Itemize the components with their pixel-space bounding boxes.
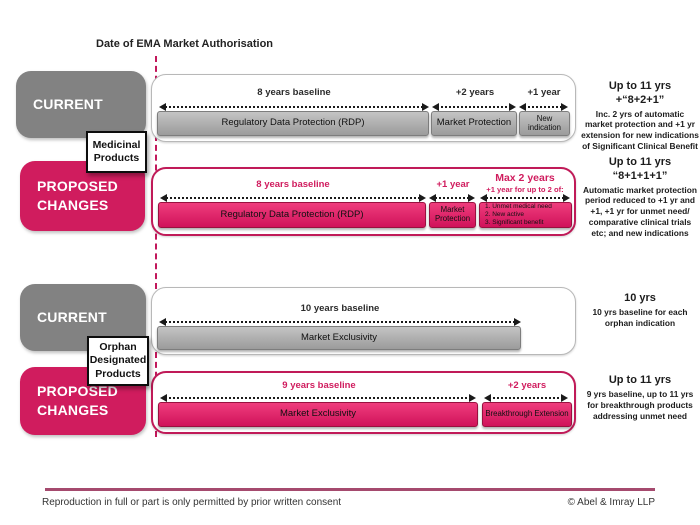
note-body: Automatic market protection period reduc… bbox=[582, 184, 697, 239]
criteria-item: 1. Unmet medical need bbox=[485, 203, 552, 210]
footer-copyright-notice: Reproduction in full or part is only per… bbox=[42, 497, 342, 508]
breakthrough-duration-label: +2 years bbox=[507, 380, 547, 391]
medicinal-current-note: Up to 11 yrs +“8+2+1” Inc. 2 yrs of auto… bbox=[581, 80, 699, 152]
orphan-current-note: 10 yrs 10 yrs baseline for each orphan i… bbox=[581, 292, 699, 329]
medicinal-products-group-label: Medicinal Products bbox=[86, 131, 147, 173]
footer-rule bbox=[45, 488, 655, 491]
market-protection-duration-label: +1 year bbox=[436, 179, 470, 190]
rdp-bar: Regulatory Data Protection (RDP) bbox=[158, 202, 426, 228]
baseline-span-arrow-icon bbox=[160, 394, 476, 402]
orphan-products-group-label: Orphan Designated Products bbox=[87, 336, 149, 386]
orphan-proposed-note: Up to 11 yrs 9 yrs baseline, up to 11 yr… bbox=[581, 374, 699, 422]
max-extension-sublabel: +1 year for up to 2 of: bbox=[486, 185, 564, 194]
note-formula: +“8+2+1” bbox=[615, 93, 665, 106]
note-title: Up to 11 yrs bbox=[608, 156, 672, 168]
market-protection-span-arrow-icon bbox=[432, 103, 516, 111]
orphan-current-timeline: 10 years baseline Market Exclusivity bbox=[151, 287, 576, 355]
market-exclusivity-bar: Market Exclusivity bbox=[158, 402, 478, 427]
medicinal-proposed-timeline: 8 years baseline Regulatory Data Protect… bbox=[151, 167, 576, 236]
medicinal-proposed-note: Up to 11 yrs “8+1+1+1” Automatic market … bbox=[581, 156, 699, 239]
new-indication-duration-label: +1 year bbox=[527, 87, 561, 98]
note-title: Up to 11 yrs bbox=[608, 374, 672, 386]
note-body: Inc. 2 yrs of automatic market protectio… bbox=[581, 108, 699, 152]
criteria-item: 3. Significant benefit bbox=[485, 219, 544, 226]
note-body: 10 yrs baseline for each orphan indicati… bbox=[592, 306, 688, 328]
baseline-span-arrow-icon bbox=[159, 103, 429, 111]
footer-firm-name: © Abel & Imray LLP bbox=[567, 497, 655, 508]
breakthrough-span-arrow-icon bbox=[484, 394, 568, 402]
baseline-duration-label: 8 years baseline bbox=[256, 179, 330, 190]
note-formula: “8+1+1+1” bbox=[612, 169, 668, 182]
medicinal-current-label: CURRENT bbox=[16, 71, 146, 138]
orphan-proposed-timeline: 9 years baseline Market Exclusivity +2 y… bbox=[151, 371, 576, 434]
market-protection-span-arrow-icon bbox=[429, 194, 475, 202]
baseline-duration-label: 10 years baseline bbox=[300, 303, 380, 314]
criteria-item: 2. New active bbox=[485, 211, 525, 218]
market-protection-bar: Market Protection bbox=[431, 111, 517, 136]
market-protection-bar: Market Protection bbox=[429, 202, 476, 228]
medicinal-current-timeline: 8 years baseline Regulatory Data Protect… bbox=[151, 74, 576, 142]
max-extension-span-arrow-icon bbox=[480, 194, 570, 202]
baseline-duration-label: 8 years baseline bbox=[257, 87, 331, 98]
baseline-span-arrow-icon bbox=[160, 194, 426, 202]
extension-criteria-box: 1. Unmet medical need 2. New active 3. S… bbox=[479, 202, 572, 228]
note-body: 9 yrs baseline, up to 11 yrs for breakth… bbox=[586, 388, 694, 421]
note-title: Up to 11 yrs bbox=[608, 80, 672, 92]
baseline-span-arrow-icon bbox=[159, 318, 521, 326]
new-indication-bar: New indication bbox=[519, 111, 570, 136]
authorisation-date-dashed-line bbox=[155, 56, 157, 437]
breakthrough-extension-bar: Breakthrough Extension bbox=[482, 402, 572, 427]
baseline-duration-label: 9 years baseline bbox=[282, 380, 356, 391]
authorisation-date-label: Date of EMA Market Authorisation bbox=[96, 38, 274, 50]
market-protection-duration-label: +2 years bbox=[455, 87, 495, 98]
rdp-bar: Regulatory Data Protection (RDP) bbox=[157, 111, 429, 136]
new-indication-span-arrow-icon bbox=[519, 103, 568, 111]
market-exclusivity-bar: Market Exclusivity bbox=[157, 326, 521, 350]
note-title: 10 yrs bbox=[624, 292, 656, 304]
max-extension-duration-label: Max 2 years bbox=[495, 172, 555, 184]
